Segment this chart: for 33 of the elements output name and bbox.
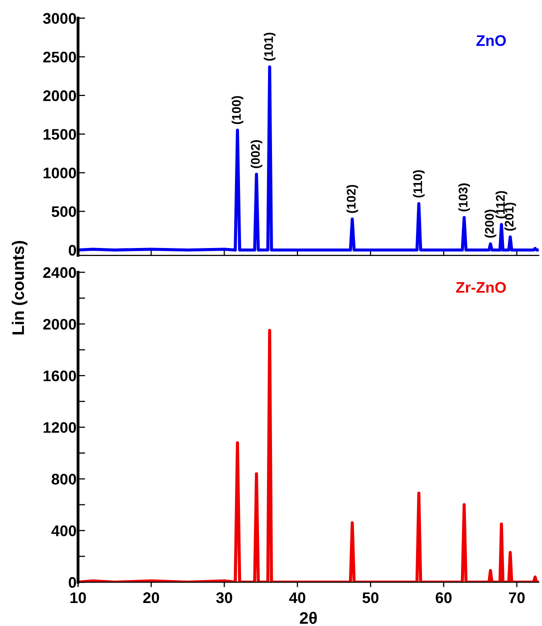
x-tick-label: 60 xyxy=(436,592,452,604)
y-tick-label: 1000 xyxy=(44,168,76,178)
y-tick-label: 3000 xyxy=(43,13,76,24)
line-series xyxy=(78,65,539,252)
y-tick-label: 2000 xyxy=(43,318,76,330)
y-tick-label: 2400 xyxy=(43,267,76,278)
annotation: (102) xyxy=(346,184,358,213)
y-tick-label: 800 xyxy=(52,474,76,485)
y-tick-label: 1200 xyxy=(44,422,76,433)
x-tick-label: 20 xyxy=(143,592,160,604)
y-tick-label: 500 xyxy=(52,206,76,218)
annotation: (110) xyxy=(412,170,425,198)
y-tick-label: 2000 xyxy=(43,90,76,102)
annotation: (103) xyxy=(458,183,470,212)
y-tick-label: 2500 xyxy=(43,52,76,62)
text: Zr-ZnO xyxy=(456,282,506,293)
y-tick-label: 400 xyxy=(51,525,76,536)
x-tick-label: 40 xyxy=(289,592,306,604)
y-tick-label: 1500 xyxy=(44,128,76,140)
annotation: (002) xyxy=(250,140,262,168)
annotation: (200) xyxy=(484,210,496,238)
x-tick-label: 10 xyxy=(70,592,86,604)
x-tick-label: 70 xyxy=(508,592,525,604)
y-axis-title: Lin (counts) xyxy=(12,240,28,334)
x-tick-label: 50 xyxy=(362,592,378,604)
annotation: (100) xyxy=(232,96,244,124)
text: ZnO xyxy=(476,35,506,46)
x-axis-title: 2θ xyxy=(300,612,317,624)
y-tick-label: 0 xyxy=(68,577,76,588)
y-tick-label: 1600 xyxy=(44,370,76,382)
x-tick-label: 30 xyxy=(216,592,232,604)
y-tick-label: 0 xyxy=(68,244,76,256)
annotation: (101) xyxy=(264,32,276,61)
